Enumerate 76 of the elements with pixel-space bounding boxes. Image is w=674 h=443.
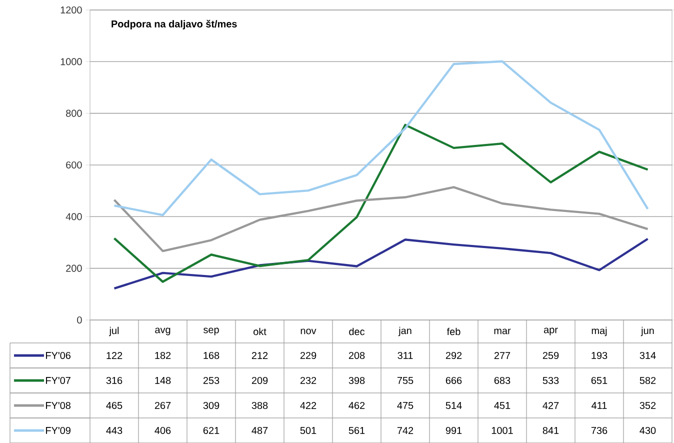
y-tick-label: 200 [66,264,82,272]
data-label: 229 [300,352,316,360]
data-label: 267 [154,402,171,410]
data-label: 430 [640,426,656,434]
data-label: 462 [348,402,365,410]
data-label: 683 [494,376,510,384]
y-tick-label: 800 [66,110,82,117]
data-label: 501 [300,426,316,434]
line-series [113,60,649,216]
data-label: 232 [300,376,316,384]
data-label: 253 [203,376,220,384]
data-label: 148 [155,376,171,384]
x-tick-label: okt [254,328,266,336]
data-label: 475 [397,402,414,409]
data-label: 621 [203,426,220,434]
data-label: 465 [106,402,122,410]
data-label: 388 [252,402,268,410]
data-label: 533 [542,376,559,384]
y-tick-label: 400 [66,213,82,220]
y-tick-label: 1200 [60,6,82,14]
data-label: 182 [155,352,171,360]
data-label: 991 [446,426,462,434]
data-label: 666 [446,376,462,384]
data-label: 168 [204,352,220,360]
data-label: 514 [446,402,462,409]
x-tick-label: jan [398,326,412,336]
x-tick-label: dec [349,328,365,336]
y-tick-label: 600 [66,161,82,169]
data-label: 311 [398,352,413,360]
x-tick-label: nov [300,328,316,334]
data-label: 277 [494,352,510,359]
data-label: 841 [542,426,559,434]
data-label: 406 [154,426,171,434]
line-series [113,238,649,290]
x-tick-label: jun [640,326,654,336]
line-series [113,186,649,252]
data-label: 443 [106,426,122,434]
x-tick-label: apr [544,328,558,336]
data-label: 314 [640,352,656,360]
data-label: 316 [106,376,122,384]
legend-label: FY'09 [46,426,70,434]
data-label: 209 [252,376,268,384]
x-tick-label: maj [592,326,607,336]
data-label: 742 [397,427,414,434]
legend-label: FY'08 [46,402,70,410]
data-label: 309 [203,402,220,410]
x-tick-label: jul [109,326,119,336]
data-label: 487 [252,426,268,434]
legend-label: FY'07 [46,376,70,384]
data-label: 212 [252,352,268,359]
data-label: 122 [106,352,122,359]
data-label: 561 [348,426,365,434]
y-tick-label: 0 [77,316,82,324]
data-label: 292 [446,352,462,360]
line-series [113,124,649,283]
data-label: 208 [348,352,365,360]
data-label: 736 [591,426,608,434]
data-label: 582 [640,376,656,384]
data-label: 352 [640,402,656,410]
data-label: 259 [542,352,559,360]
data-label: 651 [591,376,608,384]
data-label: 422 [300,402,316,409]
data-label: 1001 [492,426,513,434]
data-label: 411 [592,402,607,409]
x-tick-label: avg [155,328,170,336]
data-label: 755 [397,377,414,384]
data-label: 451 [494,402,510,409]
x-tick-label: sep [204,328,219,336]
text: Podpora na daljavo št/mes [112,20,237,30]
x-tick-label: feb [446,328,460,336]
y-tick-label: 1000 [60,58,82,66]
data-label: 398 [348,376,365,384]
data-label: 427 [542,402,559,409]
data-label: 193 [592,352,608,360]
legend-label: FY'06 [46,352,70,360]
x-tick-label: mar [494,328,511,334]
